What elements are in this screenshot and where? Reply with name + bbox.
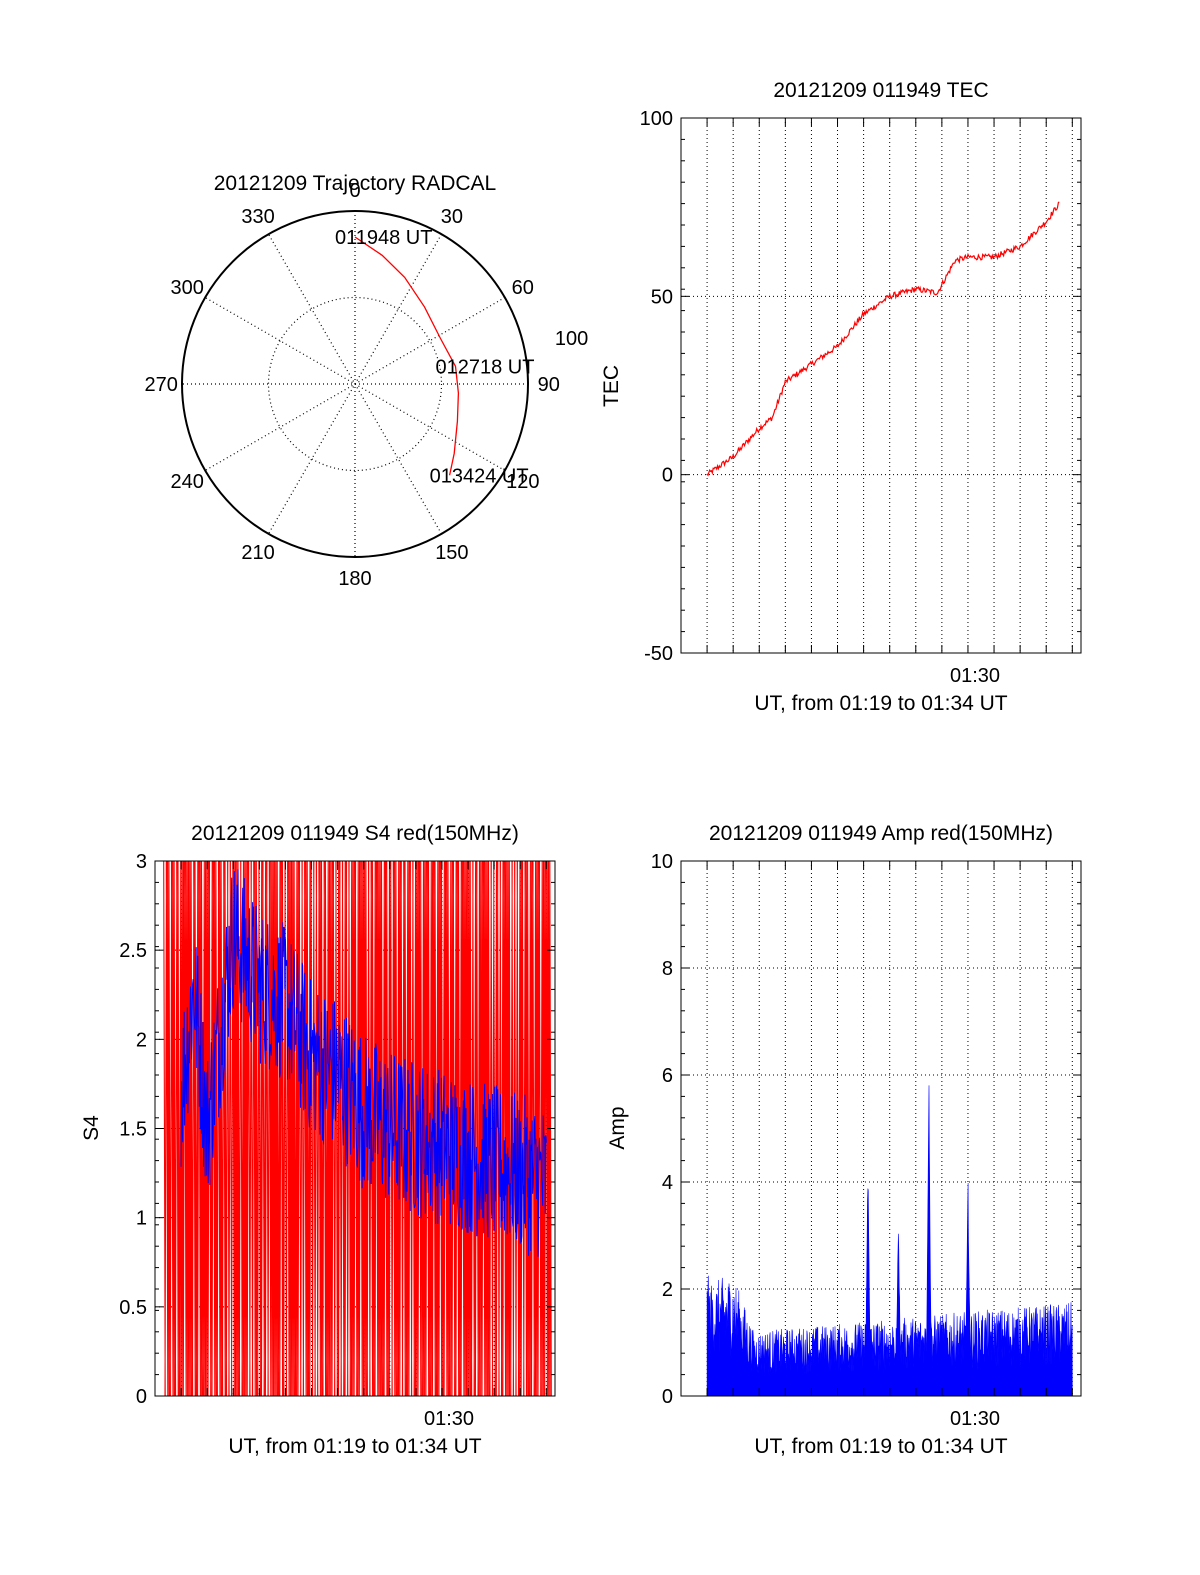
polar-spoke-150 [267, 233, 443, 535]
polar-angle-label: 180 [338, 568, 371, 590]
polar-title: 20121209 Trajectory RADCAL [214, 172, 497, 195]
amp-y-tick-label: 10 [651, 851, 673, 873]
tec-x-tick-label: 01:30 [950, 665, 1000, 687]
tec-panel: 20121209 011949 TEC -50 0 50 100 01:30 UT, … [600, 79, 1082, 715]
tec-title: 20121209 011949 TEC [773, 79, 988, 102]
amp-x-tick-label: 01:30 [950, 1408, 1000, 1430]
s4-y-tick-label: 1.5 [119, 1119, 147, 1141]
tec-series-line [706, 201, 1060, 477]
polar-angle-label: 120 [506, 471, 539, 493]
s4-y-axis-label: S4 [80, 1115, 103, 1141]
polar-angle-label: 90 [538, 374, 560, 396]
polar-trajectory-panel: 20121209 Trajectory RADCAL 0 30 60 90 120 150… [145, 172, 589, 590]
s4-y-tick-label: 0 [136, 1386, 147, 1408]
amp-y-tick-label: 4 [662, 1172, 673, 1194]
polar-trajectory-line [354, 236, 460, 476]
amp-y-tick-label: 6 [662, 1065, 673, 1087]
amp-y-tick-label: 8 [662, 958, 673, 980]
s4-x-tick-label: 01:30 [424, 1408, 474, 1430]
polar-ring-label: 100 [555, 328, 588, 350]
s4-panel: 20121209 011949 S4 red(150MHz) 0 0.5 1 1.5 2… [80, 822, 556, 1458]
polar-annotation: 013424 UT [430, 465, 529, 487]
s4-y-tick-label: 1 [136, 1208, 147, 1230]
polar-angle-label: 270 [145, 374, 178, 396]
s4-x-axis-label: UT, from 01:19 to 01:34 UT [228, 1435, 481, 1458]
amp-series-area [706, 1085, 1073, 1397]
amp-plot-frame [680, 860, 1082, 1397]
polar-angle-label: 210 [241, 542, 274, 564]
s4-blue-series-line [180, 869, 547, 1257]
polar-annotation: 012718 UT [436, 356, 535, 378]
polar-angle-label: 240 [171, 471, 204, 493]
amp-x-axis-label: UT, from 01:19 to 01:34 UT [754, 1435, 1007, 1458]
tec-y-tick-label: -50 [644, 643, 673, 665]
s4-y-tick-label: 0.5 [119, 1297, 147, 1319]
polar-angle-label: 330 [241, 206, 274, 228]
tec-y-tick-label: 100 [640, 108, 673, 130]
polar-annotation: 011948 UT [335, 227, 432, 249]
s4-y-tick-label: 2.5 [119, 940, 147, 962]
amp-title: 20121209 011949 Amp red(150MHz) [709, 822, 1053, 845]
tec-plot-frame [680, 117, 1082, 654]
tec-x-axis-label: UT, from 01:19 to 01:34 UT [754, 692, 1007, 715]
tec-y-tick-label: 0 [662, 465, 673, 487]
polar-angle-label: 0 [349, 180, 360, 202]
polar-angle-label: 300 [171, 277, 204, 299]
tec-y-tick-label: 50 [651, 286, 673, 308]
amp-panel: 20121209 011949 Amp red(150MHz) 0246810 … [606, 822, 1082, 1458]
amp-y-tick-label: 2 [662, 1279, 673, 1301]
polar-angle-label: 150 [435, 542, 468, 564]
s4-red-series-line [163, 860, 552, 1397]
amp-y-axis-label: Amp [606, 1106, 629, 1149]
polar-angle-label: 30 [441, 206, 463, 228]
tec-y-axis-label: TEC [600, 365, 623, 407]
s4-y-tick-label: 3 [136, 851, 147, 873]
s4-title: 20121209 011949 S4 red(150MHz) [191, 822, 519, 845]
amp-y-tick-label: 0 [662, 1386, 673, 1408]
s4-y-tick-label: 2 [136, 1029, 147, 1051]
polar-angle-label: 60 [512, 277, 534, 299]
polar-inner-ring [267, 296, 443, 472]
